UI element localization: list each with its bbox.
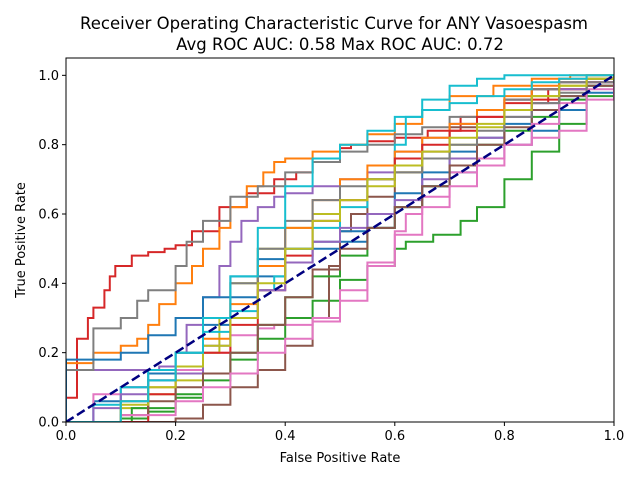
chart-subtitle: Avg ROC AUC: 0.58 Max ROC AUC: 0.72 (176, 35, 504, 54)
x-tick-label: 1.0 (604, 429, 625, 444)
x-tick-label: 0.6 (384, 429, 405, 444)
chance-line-layer (66, 74, 614, 422)
x-tick-label: 0.4 (275, 429, 296, 444)
x-tick-label: 0.0 (56, 429, 77, 444)
chance-diagonal-line (66, 74, 614, 422)
roc-curves (66, 74, 614, 422)
x-tick-label: 0.2 (165, 429, 186, 444)
roc-curve-19 (66, 75, 614, 422)
roc-curve-20 (66, 74, 614, 422)
roc-curve-17 (66, 75, 614, 422)
y-axis-label: True Positive Rate (14, 182, 29, 299)
y-tick-label: 0.8 (38, 138, 59, 153)
y-tick-label: 0.0 (38, 416, 59, 431)
y-axis-ticks: 0.0 0.2 0.4 0.6 0.8 1.0 (38, 69, 66, 431)
y-tick-label: 0.2 (38, 346, 59, 361)
chart-title: Receiver Operating Characteristic Curve … (80, 14, 588, 33)
y-tick-label: 0.4 (38, 277, 59, 292)
plot-frame (65, 57, 615, 423)
x-tick-label: 0.8 (494, 429, 515, 444)
y-tick-label: 0.6 (38, 208, 59, 223)
x-axis-ticks: 0.0 0.2 0.4 0.6 0.8 1.0 (56, 422, 625, 444)
y-tick-label: 1.0 (38, 69, 59, 84)
x-axis-label: False Positive Rate (280, 451, 401, 466)
